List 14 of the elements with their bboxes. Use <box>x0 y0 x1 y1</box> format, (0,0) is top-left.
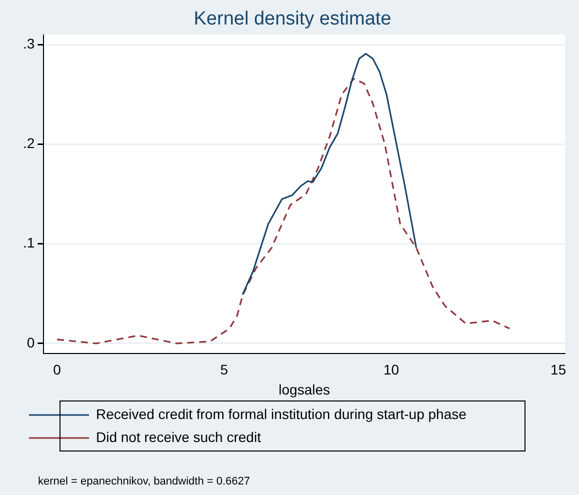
text: kernel = epanechnikov, bandwidth = 0.6627 <box>38 476 250 488</box>
y-tick-label: .2 <box>22 135 35 152</box>
y-tick-label: 0 <box>26 334 35 350</box>
x-tick-label: 0 <box>53 362 62 378</box>
x-tick-label: 10 <box>383 362 400 378</box>
legend-label: Received credit from formal institution during start-up phase <box>96 406 467 422</box>
y-tick-label: .1 <box>22 234 35 251</box>
x-tick-label: 5 <box>220 362 228 378</box>
x-tick-label: 15 <box>550 362 566 378</box>
line-series <box>56 78 510 344</box>
x-axis-title: logsales <box>278 381 330 398</box>
y-tick-label: .3 <box>22 36 35 52</box>
chart-title: Kernel density estimate <box>194 8 392 30</box>
legend-label: Did not receive such credit <box>96 428 262 445</box>
